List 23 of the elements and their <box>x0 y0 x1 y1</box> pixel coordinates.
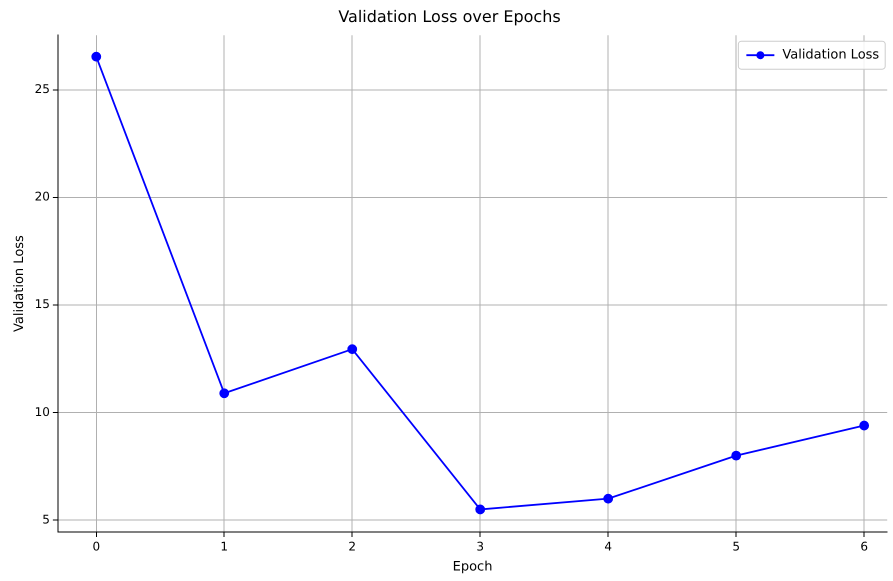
y-tick-label: 25 <box>34 82 50 96</box>
legend-label: Validation Loss <box>782 48 880 63</box>
y-tick-label: 10 <box>34 404 50 419</box>
point <box>603 494 614 504</box>
x-tick-label: 1 <box>220 539 228 554</box>
point <box>347 344 358 354</box>
x-tick-label: 0 <box>92 539 100 554</box>
point <box>475 504 486 514</box>
chart-title: Validation Loss over Epochs <box>338 6 561 26</box>
point <box>219 388 230 398</box>
x-tick-label: 5 <box>732 539 740 554</box>
point <box>91 52 102 62</box>
x-axis-title: Epoch <box>452 560 492 575</box>
x-tick-label: 2 <box>348 539 356 554</box>
x-tick-label: 3 <box>476 539 484 554</box>
y-tick-label: 20 <box>34 190 50 204</box>
point <box>731 450 742 461</box>
y-tick-label: 15 <box>34 297 50 312</box>
x-tick-label: 4 <box>604 539 612 554</box>
x-tick-label: 6 <box>860 539 868 554</box>
y-tick-label: 5 <box>42 512 50 526</box>
y-axis-title: Validation Loss <box>12 234 28 332</box>
point <box>859 420 870 430</box>
